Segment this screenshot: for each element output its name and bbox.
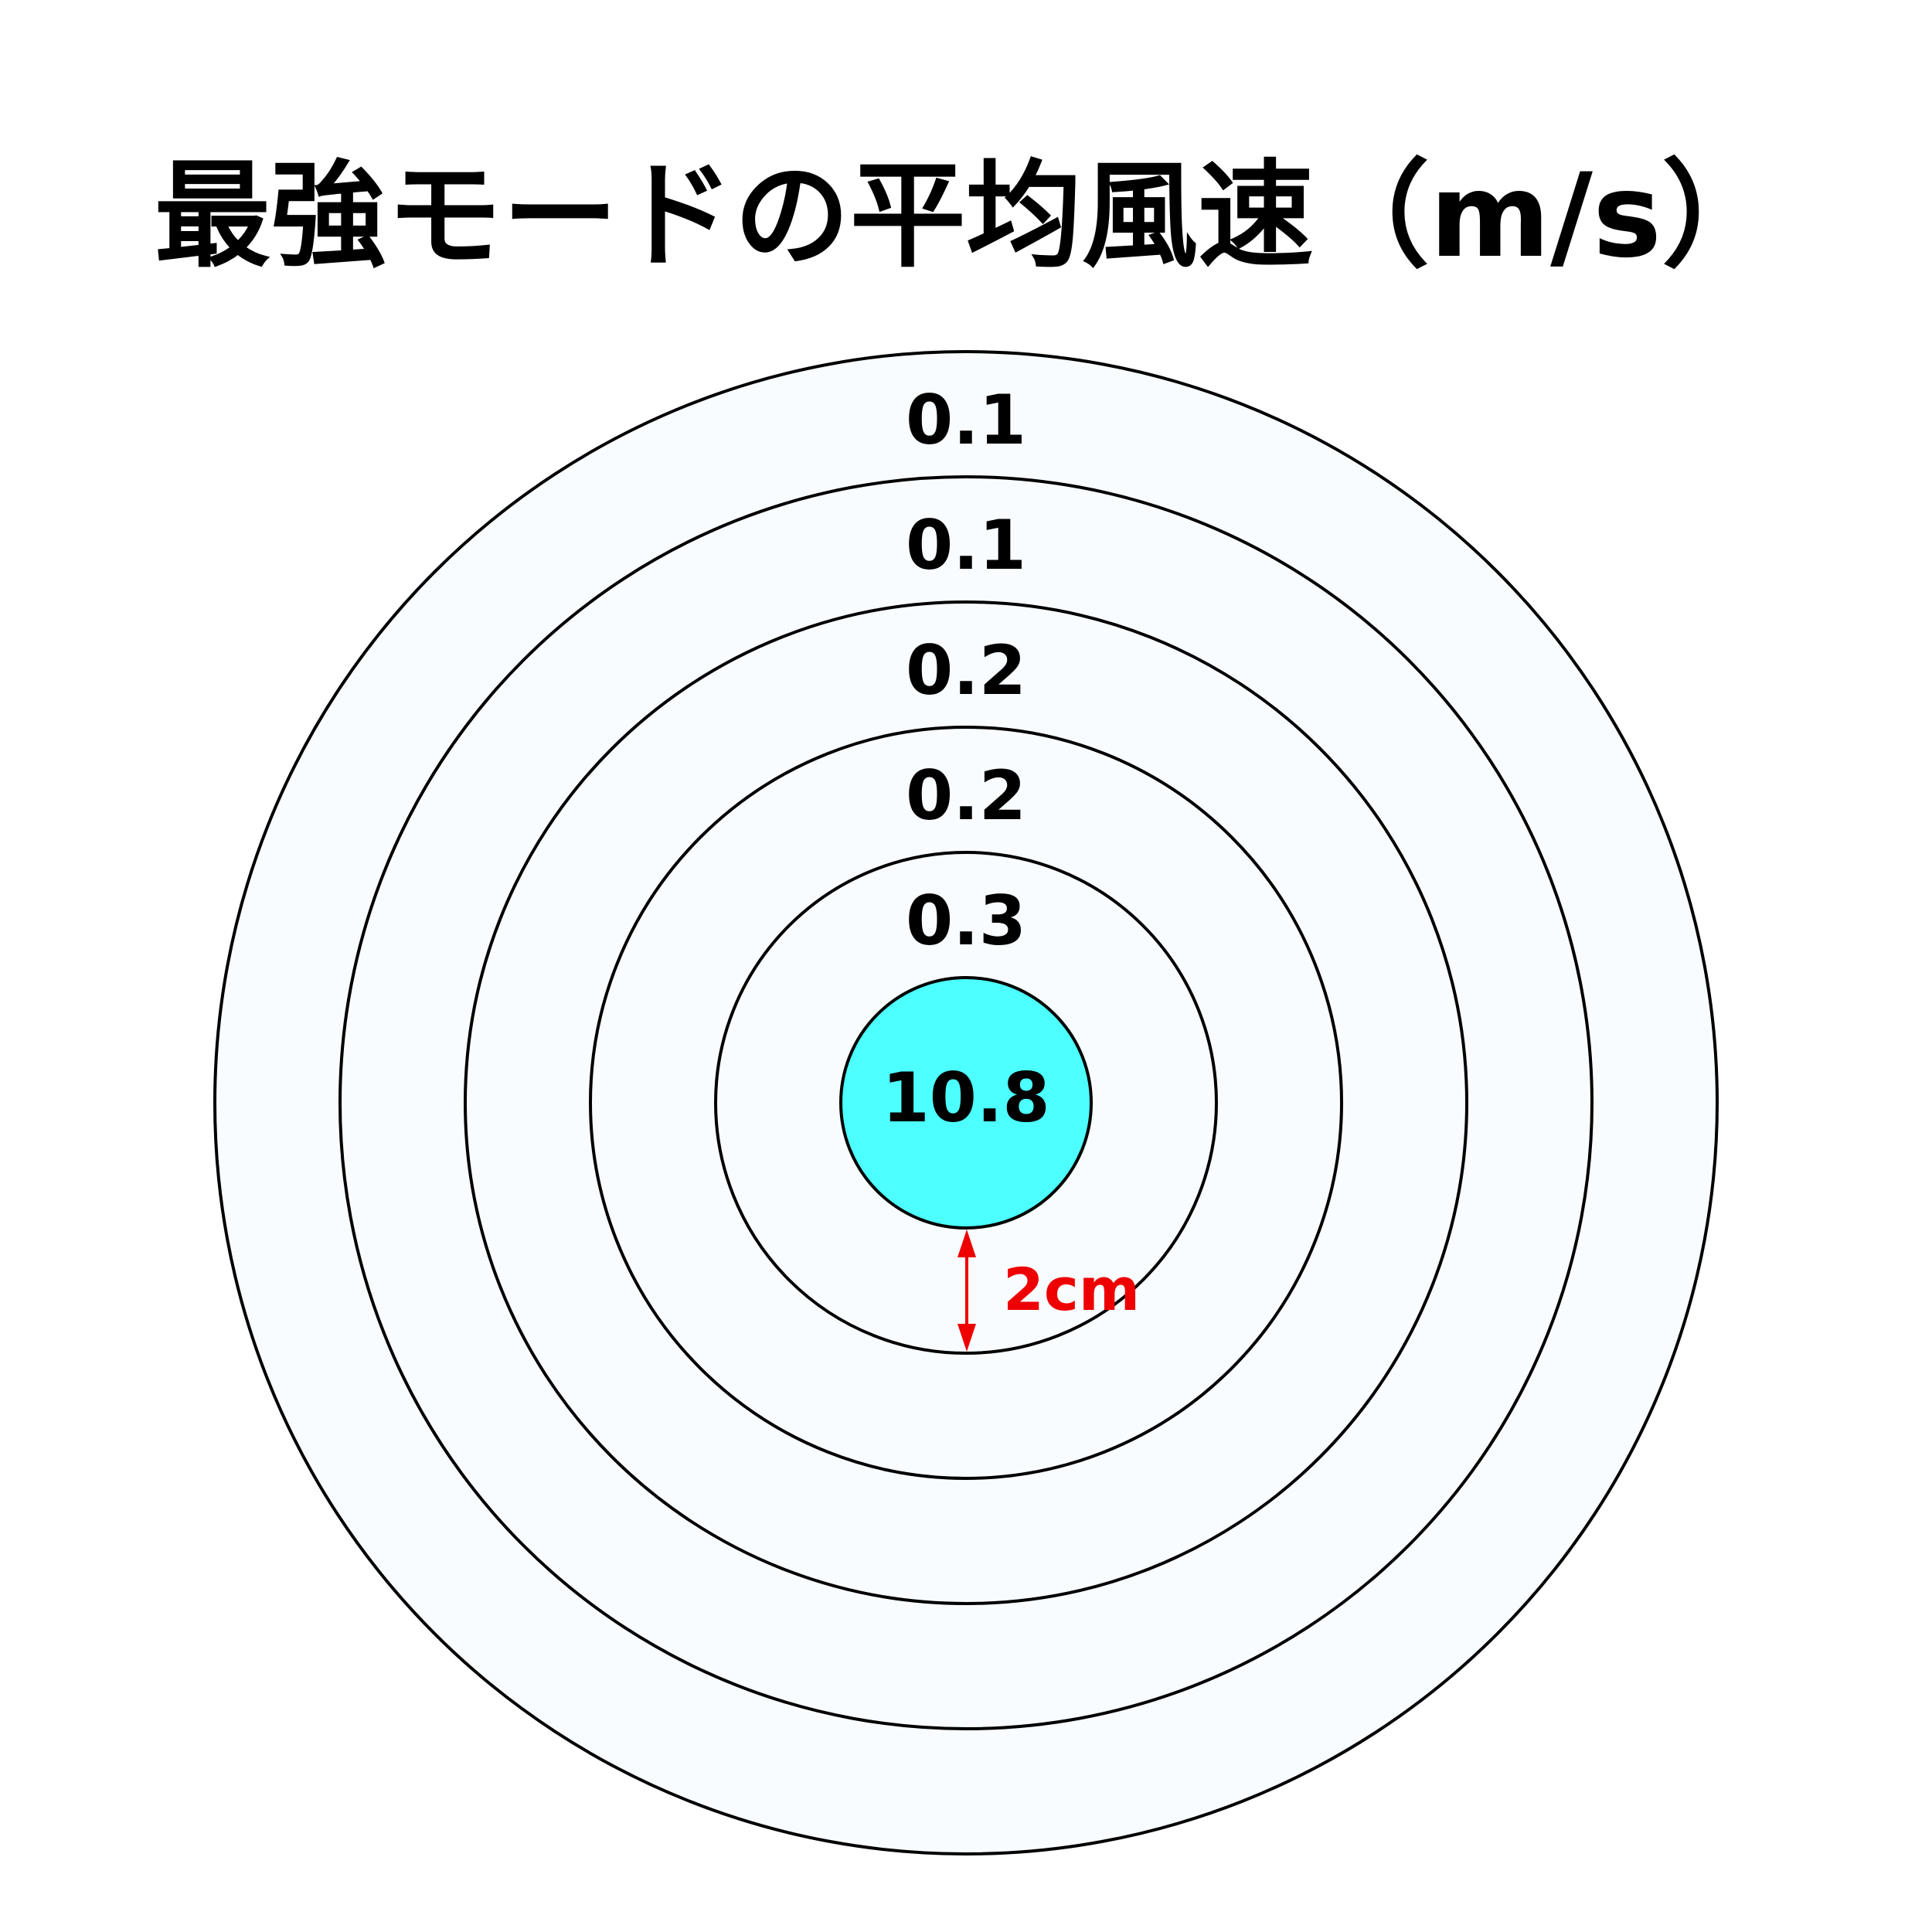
ring-label: 0.2 — [906, 631, 1026, 710]
title: 最強モードの平均風速（m/s） — [155, 149, 1777, 284]
dimension-label: 2cm — [1003, 1255, 1140, 1324]
ring-label: 0.1 — [906, 380, 1026, 460]
ring-label: 0.2 — [906, 756, 1026, 835]
ring — [839, 976, 1093, 1230]
ring-label: 0.1 — [906, 505, 1026, 585]
ring-label: 0.3 — [906, 881, 1026, 961]
arrow-head — [957, 1230, 976, 1257]
ring-label: 10.8 — [882, 1058, 1049, 1138]
arrow-head — [957, 1324, 976, 1352]
